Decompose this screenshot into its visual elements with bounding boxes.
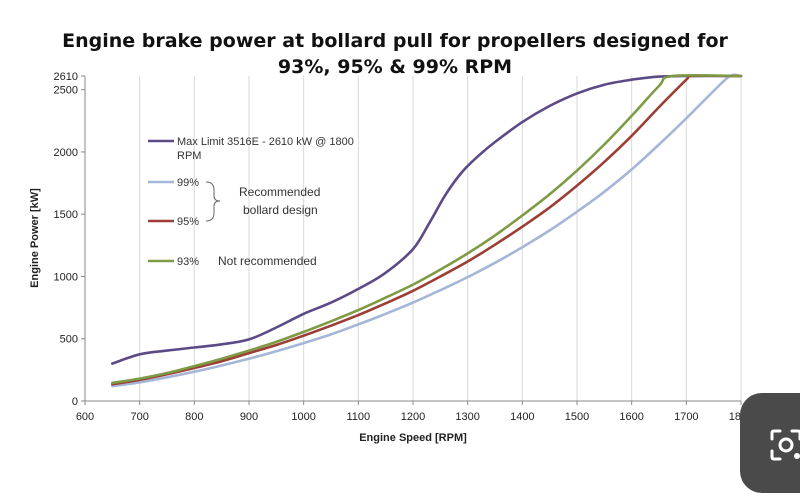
x-tick-label: 600 bbox=[76, 411, 94, 423]
legend-label: Max Limit 3516E - 2610 kW @ 1800 bbox=[177, 136, 354, 148]
series-line bbox=[111, 73, 743, 385]
legend-label: 95% bbox=[177, 216, 199, 228]
x-tick-label: 1600 bbox=[619, 411, 643, 423]
series-lines bbox=[111, 73, 743, 388]
chart-title: Engine brake power at bollard pull for p… bbox=[62, 30, 728, 78]
x-tick-label: 1300 bbox=[455, 411, 479, 423]
legend-label: 99% bbox=[177, 177, 199, 189]
axes bbox=[81, 75, 742, 405]
annotation-not-recommended: Not recommended bbox=[218, 254, 317, 268]
legend-label: 93% bbox=[177, 256, 199, 268]
x-tick-label: 900 bbox=[240, 411, 258, 423]
grid bbox=[139, 76, 742, 401]
series-line bbox=[111, 74, 743, 365]
y-tick-label: 2000 bbox=[54, 147, 78, 159]
x-tick-label: 700 bbox=[130, 411, 148, 423]
y-tick-label: 2610 bbox=[54, 71, 78, 83]
x-tick-label: 1400 bbox=[510, 411, 534, 423]
series-line bbox=[111, 73, 743, 388]
annotation-recommended: Recommended bbox=[239, 185, 320, 199]
annotation-bollard-design: bollard design bbox=[243, 203, 318, 217]
legend-label: RPM bbox=[177, 150, 201, 162]
x-axis-label: Engine Speed [RPM] bbox=[359, 432, 467, 444]
x-tick-label: 1200 bbox=[401, 411, 425, 423]
y-tick-label: 2500 bbox=[54, 85, 78, 97]
y-tick-label: 500 bbox=[60, 334, 78, 346]
y-axis-label: Engine Power [kW] bbox=[29, 188, 41, 288]
lens-button[interactable] bbox=[740, 393, 800, 493]
tick-labels: 600 700 800 900 1000 1100 1200 1300 1400 1500 1600… bbox=[54, 71, 754, 423]
legend: Max Limit 3516E - 2610 kW @ 1800 RPM 99% 95… bbox=[148, 136, 354, 268]
y-tick-label: 0 bbox=[72, 396, 78, 408]
series-line bbox=[111, 74, 743, 386]
x-tick-label: 1700 bbox=[674, 411, 698, 423]
y-tick-label: 1500 bbox=[54, 209, 78, 221]
x-tick-label: 800 bbox=[185, 411, 203, 423]
image-search-icon bbox=[770, 429, 800, 461]
legend-brace bbox=[205, 181, 221, 222]
x-tick-label: 1100 bbox=[347, 411, 371, 423]
x-tick-label: 1000 bbox=[291, 411, 315, 423]
y-tick-label: 1000 bbox=[54, 271, 78, 283]
x-tick-label: 1500 bbox=[565, 411, 589, 423]
